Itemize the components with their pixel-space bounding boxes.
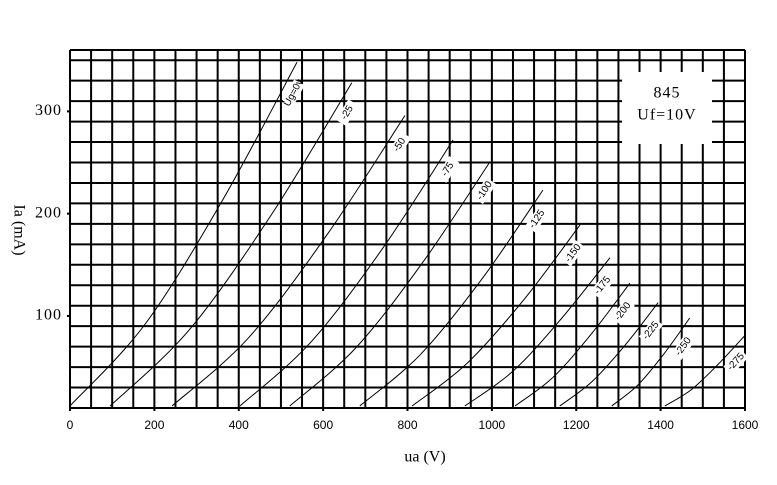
curve — [289, 161, 491, 407]
curve — [239, 139, 454, 407]
curve — [611, 317, 691, 407]
x-tick-label: 1200 — [563, 418, 590, 432]
label-bg — [671, 333, 696, 360]
curve — [411, 224, 581, 407]
label-bg — [590, 272, 615, 299]
label-bg — [472, 177, 497, 205]
x-tick-label: 0 — [67, 418, 74, 432]
curve — [171, 115, 406, 407]
x-axis-label: ua (V) — [404, 449, 445, 466]
curve — [69, 62, 298, 407]
y-tick-label: 100 — [35, 307, 62, 324]
label-bg — [638, 317, 664, 344]
label-bg — [561, 240, 586, 267]
curve — [514, 282, 631, 407]
info-box — [622, 72, 712, 144]
curve — [559, 302, 659, 407]
x-tick-label: 1400 — [647, 418, 674, 432]
curve — [464, 257, 611, 407]
label-bg — [282, 79, 305, 107]
label-bg — [723, 349, 749, 375]
label-bg — [436, 156, 460, 183]
label-bg — [335, 99, 359, 127]
box-title: 845 — [654, 85, 681, 102]
label-bg — [610, 298, 635, 325]
x-tick-label: 600 — [313, 418, 333, 432]
x-tick-label: 800 — [397, 418, 417, 432]
y-tick-label: 300 — [35, 102, 62, 119]
curve — [664, 335, 746, 407]
x-tick-label: 1600 — [732, 418, 759, 432]
curve — [359, 189, 544, 407]
x-tick-label: 1000 — [479, 418, 506, 432]
x-tick-label: 200 — [144, 418, 164, 432]
label-bg — [388, 131, 412, 159]
y-tick-label: 200 — [35, 204, 62, 221]
box-subtitle: Uf=10V — [637, 107, 696, 124]
label-bg — [525, 205, 549, 233]
y-axis-label: Ia (mA) — [10, 204, 27, 255]
x-tick-label: 400 — [229, 418, 249, 432]
curve — [109, 82, 353, 407]
